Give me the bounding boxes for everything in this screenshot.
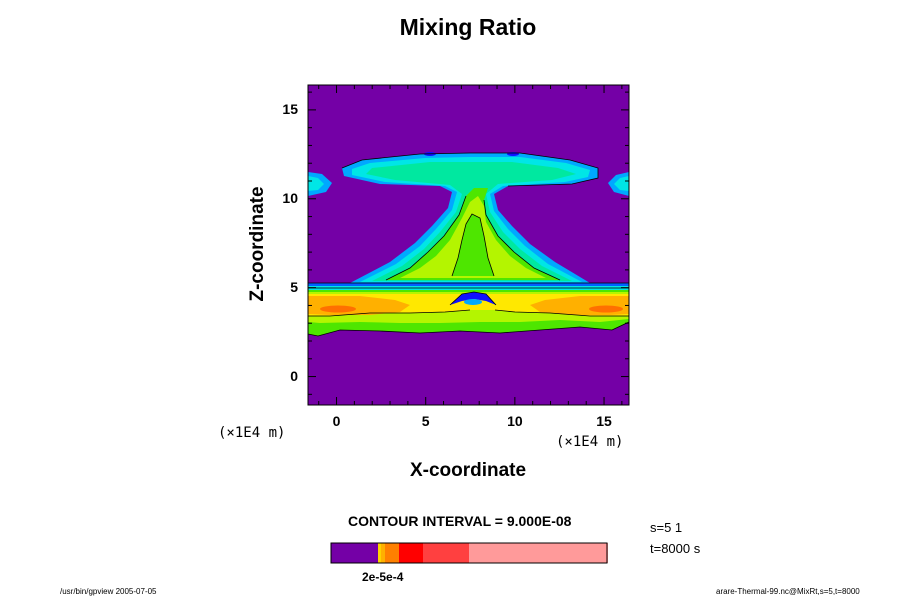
footer-right: arare-Thermal-99.nc@MixRt,s=5,t=8000 (716, 587, 860, 596)
info-s: s=5 1 (650, 520, 683, 535)
contour-orange-core-left (320, 305, 356, 313)
tick-marks (308, 85, 629, 405)
contour-notch-core (464, 299, 482, 305)
x-tick-label: 10 (507, 413, 523, 429)
chart-title: Mixing Ratio (399, 14, 537, 40)
colorbar-label: 2e-5e-4 (362, 570, 404, 584)
x-tick-label: 15 (596, 413, 612, 429)
x-axis-title: X-coordinate (409, 460, 527, 481)
contour-interval-text: CONTOUR INTERVAL = 9.000E-08 (348, 513, 572, 529)
x-unit-label: (×1E4 m) (556, 434, 624, 450)
contour-orange-core-right (589, 305, 623, 313)
info-t: t=8000 s (650, 541, 701, 556)
y-tick-label: 5 (290, 278, 298, 295)
y-tick-label: 0 (290, 367, 298, 384)
y-axis-title: Z-coordinate (247, 186, 268, 302)
footer-left: /usr/bin/gpview 2005-07-05 (60, 587, 157, 596)
y-unit-label: (×1E4 m) (218, 425, 286, 441)
contour-lobe-left-inner (308, 176, 324, 191)
x-tick-label: 5 (421, 413, 430, 429)
y-tick-label: 10 (282, 189, 298, 206)
contour-column-core (452, 214, 494, 276)
contour-top-dot-right (507, 152, 519, 156)
y-tick-label: 15 (282, 100, 298, 117)
contour-notch (450, 292, 496, 305)
x-tick-label: 0 (332, 413, 341, 429)
contour-lobe-right-inner (614, 176, 629, 191)
plot-frame (307, 84, 630, 406)
